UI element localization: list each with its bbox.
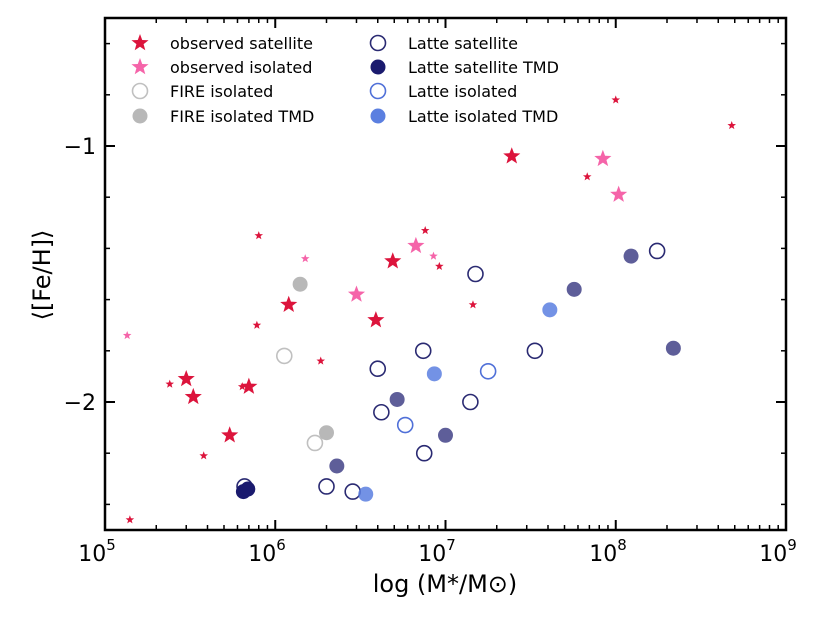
- point-latte-satellite: [462, 393, 479, 411]
- point-latte-isolated-tmd: [426, 366, 442, 382]
- legend-label-observed-isolated: observed isolated: [170, 58, 312, 77]
- point-latte-satellite: [344, 483, 361, 500]
- legend-marker-fire-isolated: [131, 82, 149, 100]
- point-observed-satellite: [199, 451, 208, 460]
- point-observed-satellite: [252, 320, 262, 329]
- legend-label-observed-satellite: observed satellite: [170, 34, 313, 53]
- legend-marker-observed-isolated: [131, 58, 149, 75]
- point-observed-satellite: [611, 95, 621, 104]
- point-latte-isolated-tmd: [542, 302, 558, 318]
- legend-marker-fire-isolated-tmd: [132, 108, 148, 124]
- point-observed-satellite: [727, 121, 737, 130]
- point-observed-satellite: [316, 356, 326, 365]
- point-latte-satellite: [467, 265, 484, 283]
- data-points: [122, 95, 737, 524]
- x-axis-label: log (M*/M⊙): [373, 570, 518, 598]
- point-observed-isolated: [429, 251, 438, 260]
- point-observed-isolated: [300, 254, 310, 263]
- legend-label-fire-isolated-tmd: FIRE isolated TMD: [170, 107, 314, 126]
- point-observed-satellite: [125, 515, 135, 524]
- point-observed-satellite: [177, 369, 195, 387]
- point-latte-satellite-tmd: [665, 340, 681, 356]
- legend-marker-latte-satellite-tmd: [370, 59, 386, 75]
- point-latte-satellite: [414, 342, 432, 360]
- point-observed-isolated: [347, 285, 366, 302]
- point-fire-isolated: [275, 347, 293, 365]
- legend: observed satellite observed isolated FIRE …: [131, 34, 559, 126]
- point-latte-satellite: [318, 478, 335, 495]
- point-observed-satellite: [367, 311, 385, 328]
- point-latte-satellite-tmd: [240, 481, 256, 497]
- point-observed-satellite: [254, 231, 264, 240]
- point-observed-satellite: [237, 382, 247, 391]
- point-latte-satellite-tmd: [389, 391, 405, 407]
- point-observed-satellite: [582, 172, 592, 181]
- plot-frame: [103, 16, 788, 532]
- point-observed-isolated: [122, 330, 132, 340]
- legend-label-fire-isolated: FIRE isolated: [170, 82, 273, 101]
- x-tick-label-1e9: 109: [759, 536, 797, 567]
- point-latte-satellite-tmd: [566, 281, 582, 297]
- y-tick-labels: −1 −2: [64, 135, 96, 416]
- point-latte-satellite: [648, 242, 666, 260]
- point-observed-satellite: [503, 147, 521, 164]
- point-observed-isolated: [610, 185, 628, 202]
- point-fire-isolated-tmd: [292, 276, 308, 292]
- legend-marker-latte-satellite: [369, 34, 387, 52]
- point-observed-satellite: [420, 225, 430, 235]
- x-tick-label-1e7: 107: [418, 536, 456, 567]
- x-tick-label-1e5: 105: [78, 536, 116, 567]
- point-observed-isolated: [407, 236, 425, 254]
- point-latte-satellite: [373, 403, 390, 421]
- point-observed-satellite: [468, 300, 478, 309]
- point-latte-satellite: [415, 444, 433, 462]
- point-observed-satellite: [384, 252, 402, 269]
- legend-label-latte-satellite-tmd: Latte satellite TMD: [408, 58, 559, 77]
- point-observed-satellite: [184, 387, 202, 405]
- point-latte-satellite-tmd: [623, 248, 639, 264]
- point-observed-satellite: [280, 295, 298, 312]
- legend-marker-latte-isolated-tmd: [370, 108, 386, 124]
- point-observed-satellite: [165, 379, 175, 388]
- point-latte-isolated: [396, 416, 414, 434]
- legend-marker-latte-isolated: [369, 82, 387, 100]
- legend-label-latte-satellite: Latte satellite: [408, 34, 518, 53]
- point-observed-satellite: [221, 426, 239, 443]
- point-latte-satellite-tmd: [438, 427, 453, 443]
- point-latte-satellite-tmd: [329, 458, 345, 474]
- point-fire-isolated-tmd: [319, 425, 335, 441]
- point-fire-isolated: [306, 434, 324, 452]
- legend-label-latte-isolated-tmd: Latte isolated TMD: [408, 107, 558, 126]
- y-axis-label: ⟨[Fe/H]⟩: [28, 230, 56, 321]
- legend-label-latte-isolated: Latte isolated: [408, 82, 517, 101]
- point-latte-isolated-tmd: [358, 486, 374, 502]
- point-latte-isolated: [479, 362, 497, 380]
- point-observed-isolated: [594, 149, 612, 167]
- x-tick-label-1e8: 108: [589, 536, 627, 567]
- legend-marker-observed-satellite: [131, 34, 149, 51]
- y-tick-label-minus-1: −1: [64, 135, 96, 160]
- point-observed-satellite: [240, 377, 258, 394]
- point-latte-satellite: [526, 342, 544, 360]
- x-tick-label-1e6: 106: [248, 536, 286, 567]
- point-observed-satellite: [435, 261, 444, 270]
- x-tick-labels: 105 106 107 108 109: [78, 536, 797, 567]
- point-latte-satellite: [369, 360, 387, 378]
- y-tick-label-minus-2: −2: [64, 391, 96, 416]
